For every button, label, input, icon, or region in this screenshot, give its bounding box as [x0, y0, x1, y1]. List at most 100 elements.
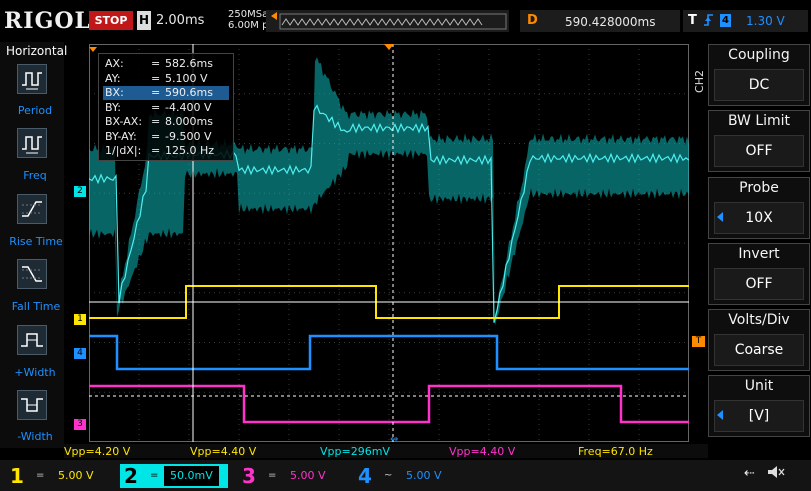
menu-item-value[interactable]: 10X	[714, 202, 804, 234]
channel-1-status[interactable]: 1 = 5.00 V	[6, 464, 114, 488]
cursor-key: BX-AX:	[105, 115, 143, 128]
menu-item-title: Unit	[744, 378, 774, 394]
cursor-value: 582.6ms	[165, 57, 213, 70]
channel-3-status[interactable]: 3 = 5.00 V	[238, 464, 346, 488]
channel-number: 2	[124, 464, 138, 488]
menu-invert[interactable]: Invert OFF	[708, 243, 810, 305]
cursor-row: AX: = 582.6ms	[103, 57, 229, 71]
left-arrow-icon	[717, 212, 723, 222]
trigger-settings-box[interactable]	[683, 10, 808, 32]
channel-number: 4	[358, 464, 372, 488]
measure-period[interactable]: Period	[17, 104, 53, 117]
channel-2-status[interactable]: 2 = 50.0mV	[120, 464, 228, 488]
cursor-b-handle-icon[interactable]: ⇔	[390, 434, 399, 445]
channel-scale: 5.00 V	[406, 469, 442, 482]
coupling-icon: =	[268, 470, 277, 481]
measure-rise-time[interactable]: Rise Time	[9, 235, 63, 248]
trigger-time: 590.428000ms	[565, 15, 656, 29]
rising-edge-icon	[703, 12, 715, 32]
menu-title: Horizontal	[6, 44, 68, 58]
cursor-row: BX: = 590.6ms	[103, 86, 229, 100]
frequency-icon[interactable]	[17, 128, 47, 158]
menu-item-value[interactable]: OFF	[714, 268, 804, 300]
menu-item-value[interactable]: DC	[714, 69, 804, 101]
menu-item-value[interactable]: Coarse	[714, 334, 804, 366]
channel-4-status[interactable]: 4 ~5.00 V	[354, 464, 462, 488]
measure-menu	[0, 42, 64, 448]
rise-time-icon[interactable]	[17, 194, 47, 224]
menu-item-value[interactable]: OFF	[714, 135, 804, 167]
cursor-key: AY:	[105, 71, 121, 85]
cursor-row: AY: = 5.100 V	[103, 72, 229, 86]
cursor-row: 1/|dX|: = 125.0 Hz	[103, 144, 229, 158]
menu-bw-limit[interactable]: BW Limit OFF	[708, 110, 810, 172]
fall-time-icon[interactable]	[17, 259, 47, 289]
cursor-key: AX:	[105, 57, 124, 70]
ch1-offset-marker[interactable]: 1	[74, 314, 86, 325]
cursor-value: -4.400 V	[165, 100, 212, 114]
measure-fall-time[interactable]: Fall Time	[11, 300, 61, 313]
menu-unit[interactable]: Unit [V]	[708, 375, 810, 437]
cursor-equals: =	[151, 144, 161, 157]
measure-frequency[interactable]: Freq	[23, 169, 47, 182]
menu-volts-div[interactable]: Volts/Div Coarse	[708, 309, 810, 371]
ch4-waveform	[89, 334, 689, 371]
menu-item-value[interactable]: [V]	[714, 400, 804, 432]
positive-width-icon[interactable]	[17, 325, 47, 355]
cursor-value: -9.500 V	[165, 129, 212, 143]
measurement-2[interactable]: Vpp=4.40 V	[190, 445, 257, 458]
measure-positive-width[interactable]: +Width	[14, 366, 56, 379]
menu-coupling[interactable]: Coupling DC	[708, 44, 810, 106]
cursor-readout: AX: = 582.6ms AY: = 5.100 V BX: = 590.6ms BY: = -4.…	[98, 53, 234, 161]
menu-probe[interactable]: Probe 10X	[708, 177, 810, 239]
run-stop-status[interactable]: STOP	[89, 11, 133, 30]
cursor-value: 590.6ms	[165, 86, 213, 99]
menu-channel-label: CH2	[693, 70, 706, 93]
timebase-value[interactable]: 2.00ms	[156, 13, 205, 28]
trigger-position-marker	[89, 47, 97, 52]
horizontal-label: H	[137, 11, 151, 30]
memory-waveform-icon	[271, 12, 507, 30]
menu-item-title: Invert	[738, 246, 780, 262]
negative-width-icon[interactable]	[17, 390, 47, 420]
channel-scale: 50.0mV	[164, 466, 219, 486]
channel-number: 1	[10, 464, 24, 488]
speaker-mute-icon[interactable]	[766, 463, 786, 485]
menu-item-title: Coupling	[728, 47, 790, 63]
menu-item-title: Volts/Div	[728, 312, 790, 328]
cursor-equals: =	[151, 57, 161, 70]
measurement-4[interactable]: Vpp=4.40 V	[449, 445, 516, 458]
ch2-offset-marker[interactable]: 2	[74, 186, 86, 197]
cursor-row: BX-AX: = 8.000ms	[103, 115, 229, 129]
ch3-offset-marker[interactable]: 3	[74, 419, 86, 430]
cursor-key: BY-AY:	[105, 129, 137, 143]
measure-negative-width[interactable]: -Width	[17, 430, 53, 443]
sample-rate: 250MSa/s	[228, 9, 277, 20]
memory-depth: 6.00M pts	[228, 20, 278, 31]
trigger-delay-label: D	[527, 13, 538, 28]
coupling-icon: ~	[384, 470, 393, 481]
trigger-position-box[interactable]	[520, 10, 680, 32]
trigger-level-marker[interactable]: T	[692, 336, 705, 347]
cursor-row: BY: = -4.400 V	[103, 101, 229, 115]
cursor-equals: =	[151, 71, 161, 85]
measurement-1[interactable]: Vpp=4.20 V	[64, 445, 131, 458]
measurement-5[interactable]: Freq=67.0 Hz	[578, 445, 653, 458]
menu-item-title: Probe	[739, 180, 779, 196]
channel-number: 3	[242, 464, 256, 488]
cursor-equals: =	[151, 115, 161, 128]
period-icon[interactable]	[17, 64, 47, 94]
channel-scale: 5.00 V	[58, 469, 94, 482]
cursor-key: BY:	[105, 100, 121, 114]
cursor-row: BY-AY: = -9.500 V	[103, 130, 229, 144]
menu-item-title: BW Limit	[727, 113, 791, 129]
ch3-waveform	[89, 384, 689, 424]
memory-position-bar[interactable]	[266, 10, 509, 32]
ch4-offset-marker[interactable]: 4	[74, 348, 86, 359]
coupling-icon: =	[36, 470, 45, 481]
trigger-level: 1.30 V	[746, 14, 785, 28]
measurement-3[interactable]: Vpp=296mV	[320, 445, 390, 458]
cursor-value: 5.100 V	[165, 71, 208, 85]
cursor-key: BX:	[105, 86, 124, 99]
cursor-equals: =	[151, 129, 161, 143]
